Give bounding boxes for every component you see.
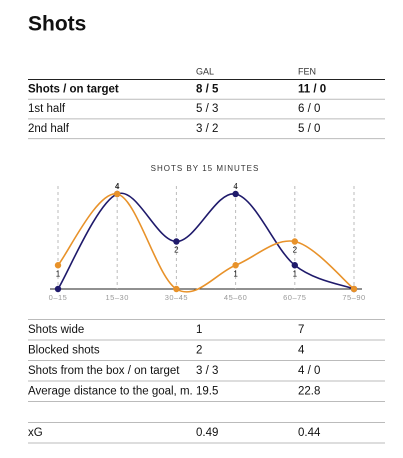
table-cell: 0.44: [298, 427, 321, 439]
table-cell: 22.8: [298, 385, 320, 397]
data-point: [350, 285, 358, 293]
x-tick-label: 15–30: [106, 293, 129, 302]
column-header: GAL: [196, 66, 214, 76]
x-tick-label: 0–15: [49, 293, 68, 302]
data-label: 4: [115, 182, 120, 191]
table-cell: 5 / 0: [298, 123, 320, 135]
data-label: 1: [56, 269, 61, 278]
data-point: [291, 238, 298, 245]
x-tick-label: 75–90: [342, 293, 365, 302]
data-label: 4: [115, 182, 120, 191]
row-label: Blocked shots: [28, 344, 100, 356]
data-point: [232, 262, 239, 269]
data-label: 1: [293, 269, 298, 278]
row-label: Average distance to the goal, m.: [28, 385, 193, 397]
page-title: Shots: [28, 13, 86, 36]
table-cell: 6 / 0: [298, 103, 320, 115]
series-line: [57, 192, 355, 290]
table-cell: 5 / 3: [196, 103, 218, 115]
table-cell: 19.5: [196, 385, 218, 397]
row-label: 2nd half: [28, 123, 70, 135]
table-cell: 1: [196, 324, 202, 336]
data-point: [173, 238, 180, 245]
table-cell: 3 / 2: [196, 123, 218, 135]
table-cell: 0.49: [196, 427, 218, 439]
table-cell: 3 / 3: [196, 365, 218, 377]
table-cell: 8 / 5: [196, 83, 219, 95]
row-label: xG: [28, 427, 43, 439]
data-point: [232, 190, 239, 198]
x-tick-label: 60–75: [283, 293, 306, 302]
data-point: [291, 262, 298, 269]
data-point: [54, 285, 62, 293]
row-label: 1st half: [28, 103, 66, 115]
table-cell: 4 / 0: [298, 365, 320, 377]
data-point: [54, 262, 62, 269]
row-label: Shots from the box / on target: [28, 365, 180, 377]
data-label: 1: [233, 269, 238, 278]
table-cell: 4: [298, 344, 305, 356]
column-header: FEN: [298, 66, 316, 76]
data-point: [114, 190, 121, 198]
x-tick-label: 30–45: [165, 293, 188, 302]
table-cell: 7: [298, 324, 304, 336]
data-label: 2: [174, 246, 179, 255]
row-label: Shots / on target: [28, 83, 119, 95]
data-label: 4: [233, 182, 238, 191]
table-cell: 11 / 0: [298, 83, 326, 95]
data-label: 2: [293, 246, 298, 255]
chart-title: SHOTS BY 15 MINUTES: [151, 164, 260, 173]
table-cell: 2: [196, 344, 202, 356]
row-label: Shots wide: [28, 324, 84, 336]
data-point: [173, 285, 180, 293]
x-tick-label: 45–60: [224, 293, 247, 302]
